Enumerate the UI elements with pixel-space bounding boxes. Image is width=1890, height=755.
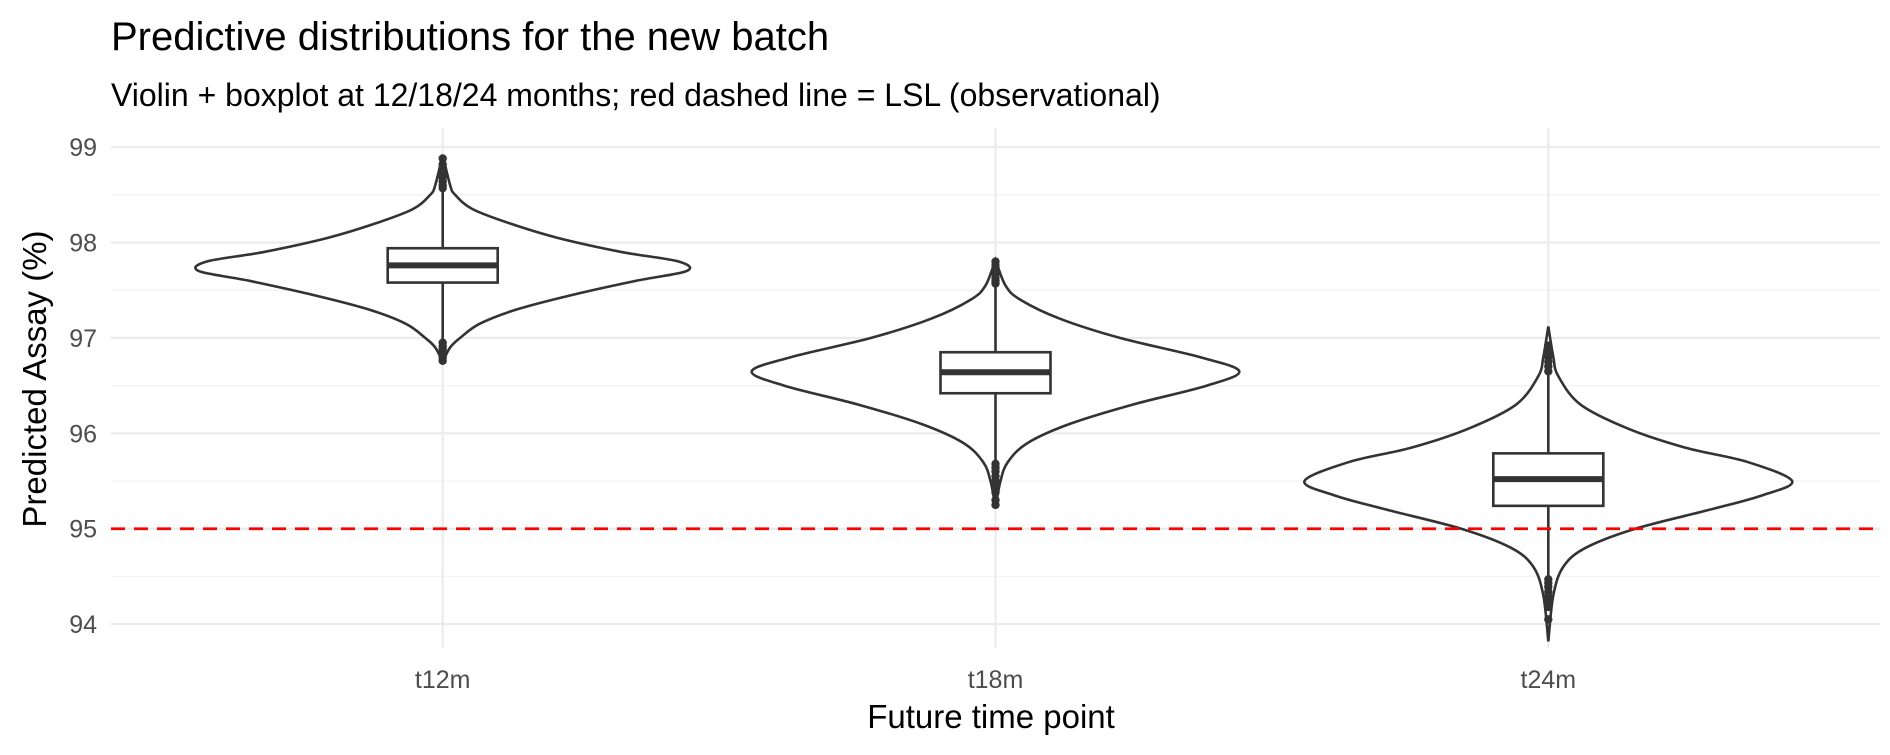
outlier-point <box>991 500 1000 510</box>
x-axis-title: Future time point <box>867 698 1115 735</box>
y-tick-label: 95 <box>69 516 97 544</box>
y-axis-title: Predicted Assay (%) <box>16 230 53 527</box>
x-tick-label: t24m <box>1521 666 1577 694</box>
y-tick-label: 99 <box>69 134 97 162</box>
violin-group-t24m <box>1303 326 1794 642</box>
y-tick-label: 94 <box>69 611 97 639</box>
outlier-point <box>991 488 1000 497</box>
x-tick-label: t18m <box>968 666 1024 694</box>
chart-subtitle: Violin + boxplot at 12/18/24 months; red… <box>111 77 1161 113</box>
outlier-point <box>1544 615 1553 624</box>
plot-area: 94 95 96 97 98 99 t12m t18m t24m <box>69 128 1880 694</box>
violin-group-t18m <box>750 256 1241 510</box>
outlier-point <box>1544 341 1553 350</box>
chart-title: Predictive distributions for the new bat… <box>111 15 829 59</box>
y-tick-label: 97 <box>69 325 97 353</box>
outlier-point <box>991 257 1000 266</box>
outlier-point <box>1544 602 1553 612</box>
y-tick-label: 98 <box>69 229 97 257</box>
x-tick-label: t12m <box>415 666 471 694</box>
outlier-point <box>991 481 1000 490</box>
violin-group-t12m <box>194 154 692 366</box>
outlier-point <box>438 154 447 163</box>
y-tick-label: 96 <box>69 420 97 448</box>
outlier-point <box>438 356 447 366</box>
